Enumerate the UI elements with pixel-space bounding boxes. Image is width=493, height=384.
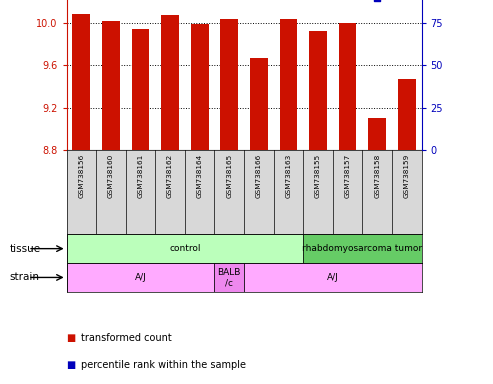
Text: GSM738159: GSM738159 <box>404 154 410 198</box>
Bar <box>67 234 303 263</box>
Text: GSM738164: GSM738164 <box>197 154 203 198</box>
Text: control: control <box>169 244 201 253</box>
Text: rhabdomyosarcoma tumor: rhabdomyosarcoma tumor <box>302 244 423 253</box>
Bar <box>220 19 238 150</box>
Text: GSM738155: GSM738155 <box>315 154 321 198</box>
Bar <box>214 263 244 292</box>
Bar <box>339 23 356 150</box>
Bar <box>309 31 327 150</box>
Text: GSM738165: GSM738165 <box>226 154 232 198</box>
Bar <box>368 118 386 150</box>
Text: GSM738166: GSM738166 <box>256 154 262 198</box>
Bar <box>303 234 422 263</box>
Bar <box>398 79 416 150</box>
Text: A/J: A/J <box>135 273 146 282</box>
Text: ■: ■ <box>67 333 76 343</box>
Text: strain: strain <box>10 272 40 283</box>
Text: GSM738160: GSM738160 <box>108 154 114 198</box>
Text: GSM738157: GSM738157 <box>345 154 351 198</box>
Bar <box>191 24 209 150</box>
Text: GSM738161: GSM738161 <box>138 154 143 198</box>
Text: tissue: tissue <box>10 243 41 254</box>
Text: GSM738162: GSM738162 <box>167 154 173 198</box>
Text: GSM738156: GSM738156 <box>78 154 84 198</box>
Bar <box>280 19 297 150</box>
Bar <box>102 21 120 150</box>
Text: percentile rank within the sample: percentile rank within the sample <box>81 360 246 370</box>
Bar <box>250 58 268 150</box>
Text: transformed count: transformed count <box>81 333 172 343</box>
Bar <box>244 263 422 292</box>
Text: A/J: A/J <box>327 273 339 282</box>
Text: BALB
/c: BALB /c <box>217 268 241 287</box>
Bar <box>72 13 90 150</box>
Bar <box>132 30 149 150</box>
Text: GSM738158: GSM738158 <box>374 154 380 198</box>
Bar <box>67 263 214 292</box>
Point <box>373 0 381 1</box>
Text: ■: ■ <box>67 360 76 370</box>
Bar <box>161 15 179 150</box>
Text: GSM738163: GSM738163 <box>285 154 291 198</box>
